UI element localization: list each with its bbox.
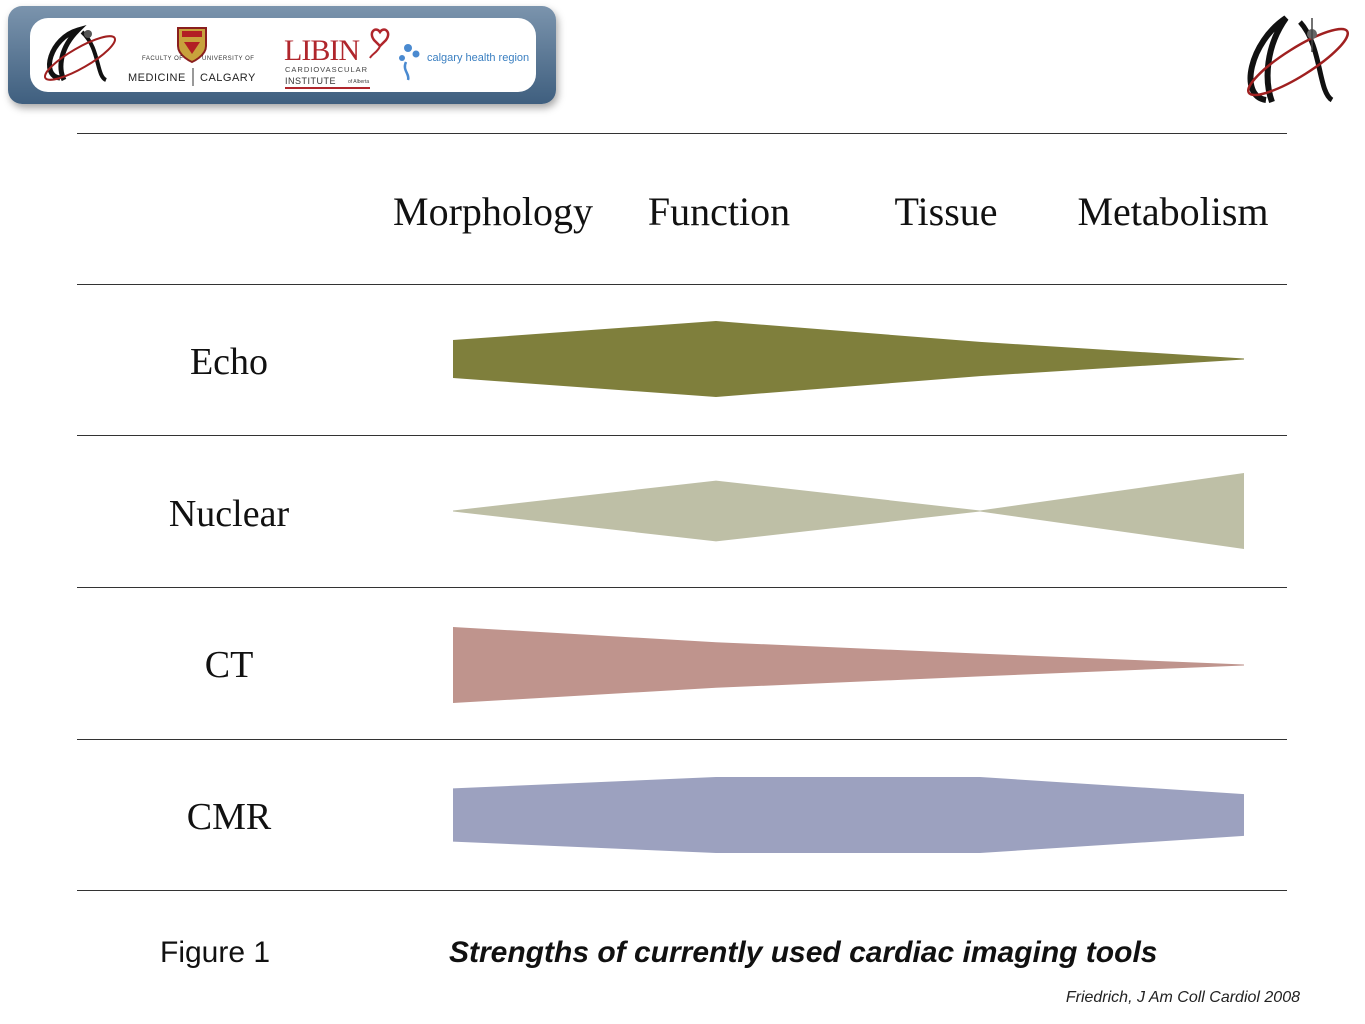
nuclear-strength-shape <box>453 473 1244 549</box>
libin-text: LIBIN <box>284 34 360 67</box>
row-rule-1 <box>77 435 1287 436</box>
calgary-health-region-text: calgary health region <box>427 52 530 64</box>
university-small-text: UNIVERSITY OF <box>202 56 255 62</box>
column-header-tissue: Tissue <box>894 189 998 234</box>
row-label-echo: Echo <box>189 341 269 383</box>
logo-graphics <box>43 24 420 89</box>
ct-strength-shape <box>453 627 1244 703</box>
university-crest-icon <box>177 27 207 64</box>
institute-text: INSTITUTE <box>285 76 336 86</box>
logo-strip: FACULTY OF UNIVERSITY OF MEDICINE CALGAR… <box>30 18 536 92</box>
figure-caption: Strengths of currently used cardiac imag… <box>449 936 1158 969</box>
calgary-health-region-icon <box>399 44 420 81</box>
corner-lx-logo-icon <box>1247 15 1349 104</box>
medicine-text: MEDICINE <box>128 72 186 84</box>
row-rule-2 <box>77 587 1287 588</box>
citation: Friedrich, J Am Coll Cardiol 2008 <box>1065 989 1300 1006</box>
column-header-morphology: Morphology <box>393 189 593 234</box>
alberta-text: of Alberta <box>348 79 370 85</box>
faculty-small-text: FACULTY OF <box>142 56 184 62</box>
table-bottom-rule <box>77 890 1287 891</box>
lx-logo-icon <box>43 24 116 82</box>
cardiovascular-text: CARDIOVASCULAR <box>285 65 369 74</box>
figure-label: Figure 1 <box>160 936 271 969</box>
row-label-ct: CT <box>204 644 254 686</box>
echo-strength-shape <box>453 321 1244 397</box>
row-label-nuclear: Nuclear <box>168 493 290 535</box>
cmr-strength-shape <box>453 777 1244 853</box>
column-header-metabolism: Metabolism <box>1077 189 1269 234</box>
row-rule-3 <box>77 739 1287 740</box>
column-header-function: Function <box>647 189 791 234</box>
table-top-rule <box>77 133 1287 134</box>
heart-ribbon-icon <box>369 28 390 59</box>
row-label-cmr: CMR <box>186 796 272 838</box>
logo-banner: FACULTY OF UNIVERSITY OF MEDICINE CALGAR… <box>8 6 556 104</box>
calgary-text: CALGARY <box>200 72 256 84</box>
header-rule <box>77 284 1287 285</box>
